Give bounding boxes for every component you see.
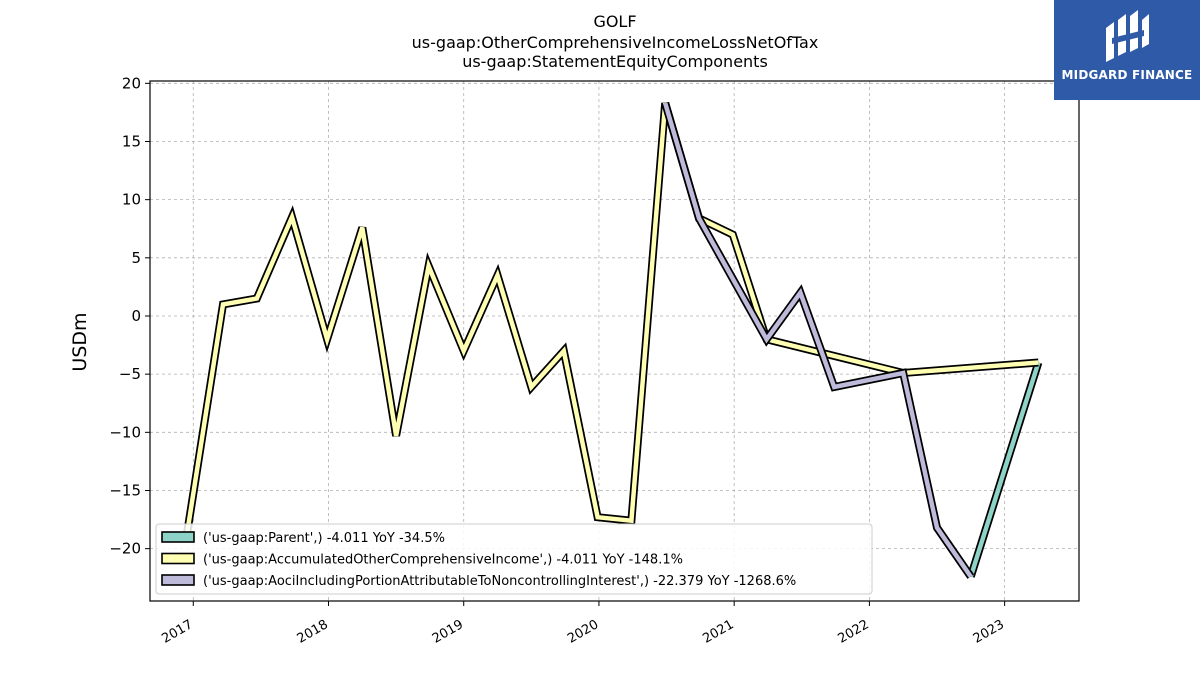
legend-item: ('us-gaap:AociIncludingPortionAttributab… bbox=[161, 574, 796, 589]
legend-label: ('us-gaap:AociIncludingPortionAttributab… bbox=[203, 574, 796, 589]
chart-title-line: us-gaap:StatementEquityComponents bbox=[462, 52, 768, 71]
legend: ('us-gaap:Parent',) -4.011 YoY -34.5% ('u… bbox=[155, 523, 873, 595]
series-layer bbox=[182, 101, 1043, 579]
series-line-stroke bbox=[663, 102, 973, 578]
y-tick-label: −5 bbox=[119, 365, 141, 383]
y-tick-label: −20 bbox=[109, 540, 141, 558]
chart-title-line: GOLF bbox=[593, 12, 636, 31]
series-line-stroke bbox=[968, 361, 1041, 578]
x-tick-label: 2021 bbox=[700, 617, 736, 647]
x-tick-label: 2023 bbox=[971, 617, 1007, 647]
x-tick-label: 2018 bbox=[295, 617, 331, 647]
x-tick-label: 2017 bbox=[159, 617, 195, 647]
y-tick-label: −15 bbox=[109, 481, 141, 499]
x-tick-label: 2020 bbox=[565, 617, 601, 647]
brand-logo-text: MIDGARD FINANCE bbox=[1061, 68, 1193, 82]
chart-title-line: us-gaap:OtherComprehensiveIncomeLossNetO… bbox=[412, 33, 819, 52]
y-axis-label: USDm bbox=[69, 312, 91, 371]
y-tick-label: 10 bbox=[122, 191, 141, 209]
legend-item: ('us-gaap:AccumulatedOtherComprehensiveI… bbox=[161, 552, 683, 568]
x-tick-label: 2022 bbox=[836, 617, 872, 647]
legend-box bbox=[155, 523, 873, 595]
series-line bbox=[661, 101, 975, 579]
series-line bbox=[966, 361, 1043, 578]
legend-item: ('us-gaap:Parent',) -4.011 YoY -34.5% bbox=[161, 531, 445, 546]
plot-frame bbox=[149, 80, 1080, 602]
y-tick-label: −10 bbox=[109, 423, 141, 441]
series-line-outline bbox=[182, 101, 1039, 538]
legend-label: ('us-gaap:AccumulatedOtherComprehensiveI… bbox=[203, 553, 683, 568]
x-tick-label: 2019 bbox=[430, 617, 466, 647]
midgard-logo-icon bbox=[1106, 10, 1149, 62]
y-tick-label: 0 bbox=[131, 307, 141, 325]
y-axis: 20 15 10 5 0 −5 −10 −15 −20 bbox=[109, 74, 150, 558]
y-tick-label: 20 bbox=[122, 74, 141, 92]
legend-swatch bbox=[161, 531, 195, 543]
y-tick-label: 5 bbox=[131, 249, 141, 267]
legend-label: ('us-gaap:Parent',) -4.011 YoY -34.5% bbox=[203, 531, 445, 546]
y-tick-label: 15 bbox=[122, 132, 141, 150]
legend-swatch bbox=[161, 574, 195, 586]
series-line bbox=[182, 101, 1039, 538]
series-line-stroke bbox=[184, 102, 1039, 538]
x-axis: 2017 2018 2019 2020 2021 2022 2023 bbox=[159, 601, 1007, 647]
brand-logo: MIDGARD FINANCE bbox=[1054, 0, 1200, 100]
legend-swatch bbox=[161, 552, 195, 565]
chart-title: GOLF us-gaap:OtherComprehensiveIncomeLos… bbox=[412, 12, 819, 71]
